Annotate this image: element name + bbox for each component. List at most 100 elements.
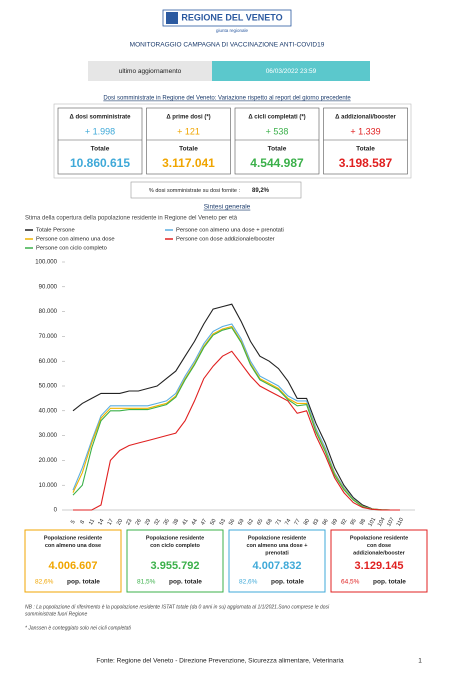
card-label: Δ addizionali/booster — [335, 115, 396, 121]
x-tick-label: 80 — [303, 518, 311, 526]
coverage-box — [228, 529, 326, 593]
report-title: MONITORAGGIO CAMPAGNA DI VACCINAZIONE AN… — [130, 42, 325, 49]
coverage-box — [126, 529, 224, 593]
y-tick-label: 80.000 — [39, 309, 58, 315]
y-tick-label: 10.000 — [39, 483, 58, 489]
update-value: 06/03/2022 23:59 — [266, 68, 317, 75]
x-tick-label: 20 — [116, 518, 124, 526]
coverage-label: prenotati — [265, 550, 289, 556]
y-tick-label: 70.000 — [39, 334, 58, 340]
x-tick-label: 26 — [135, 518, 143, 526]
card-total-label: Totale — [356, 146, 375, 153]
card-label: Δ dosi somministrate — [70, 115, 132, 121]
x-tick-label: 56 — [228, 518, 236, 526]
series-line — [73, 350, 400, 511]
update-label-box — [88, 61, 212, 81]
update-value-box — [212, 61, 370, 81]
update-label: ultimo aggiornamento — [119, 68, 182, 75]
coverage-label: con dose — [367, 543, 391, 549]
card-total-label: Totale — [268, 146, 287, 153]
series-line — [72, 303, 400, 511]
y-tick-label: 50.000 — [39, 384, 58, 390]
x-tick-label: 104 — [377, 517, 387, 528]
logo-sub: giunta regionale — [216, 28, 249, 33]
x-tick-label: 14 — [97, 518, 105, 526]
coverage-label: Popolazione residente — [44, 535, 102, 541]
card-delta: + 1.339 — [350, 126, 380, 136]
card — [57, 107, 143, 175]
x-tick-label: 8 — [79, 519, 86, 525]
x-tick-label: 17 — [107, 518, 115, 526]
x-tick-label: 83 — [312, 518, 320, 526]
section-title: Sintesi generale — [204, 204, 251, 211]
card-delta: + 121 — [177, 126, 200, 136]
note: NB : La popolazione di riferimento è la … — [25, 604, 330, 610]
x-tick-label: 92 — [340, 518, 348, 526]
x-tick-label: 101 — [367, 517, 377, 528]
card-total: 3.198.587 — [339, 156, 393, 170]
coverage-share-label: pop. totale — [373, 579, 406, 586]
x-tick-label: 35 — [163, 518, 171, 526]
coverage-share: 82,6% — [35, 579, 54, 586]
y-tick-label: 100.000 — [35, 260, 57, 266]
x-tick-label: 107 — [386, 517, 396, 528]
x-tick-label: 77 — [293, 518, 301, 526]
x-tick-label: 110 — [396, 517, 406, 528]
legend-label: Totale Persone — [36, 228, 75, 234]
card-total-label: Totale — [91, 146, 110, 153]
x-tick-label: 29 — [144, 518, 152, 526]
coverage-box — [24, 529, 122, 593]
y-tick-label: 40.000 — [39, 408, 58, 414]
cards-frame — [53, 103, 412, 179]
coverage-share-label: pop. totale — [169, 579, 202, 586]
logo-text: REGIONE DEL VENETO — [181, 12, 282, 22]
x-tick-label: 71 — [275, 518, 283, 526]
card-total: 3.117.041 — [162, 156, 215, 170]
legend-label: Persone con almeno una dose + prenotati — [176, 228, 284, 234]
card-label: Δ prime dosi (*) — [166, 115, 210, 121]
card — [323, 107, 408, 175]
y-tick-label: 0 — [54, 508, 58, 514]
card-total: 10.860.615 — [70, 156, 130, 170]
coverage-value: 4.006.607 — [49, 560, 98, 572]
series-line — [72, 327, 400, 511]
card-total: 4.544.987 — [250, 156, 304, 170]
chart-title: Stima della copertura della popolazione … — [25, 216, 238, 222]
card-delta: + 538 — [266, 126, 289, 136]
x-tick-label: 65 — [256, 518, 264, 526]
card — [146, 107, 231, 175]
legend-label: Persone con ciclo completo — [36, 246, 107, 252]
coverage-label: Popolazione residente — [248, 535, 306, 541]
x-tick-label: 23 — [125, 518, 133, 526]
x-tick-label: 32 — [153, 518, 161, 526]
y-tick-label: 30.000 — [39, 433, 58, 439]
coverage-share: 82,6% — [239, 579, 258, 586]
coverage-value: 4.007.832 — [253, 560, 302, 572]
card-label: Δ cicli completati (*) — [248, 115, 305, 121]
x-tick-label: 74 — [284, 518, 292, 526]
x-tick-label: 62 — [247, 518, 255, 526]
coverage-label: Popolazione residente — [350, 535, 408, 541]
x-tick-label: 11 — [88, 518, 96, 526]
x-tick-label: 41 — [181, 518, 189, 526]
coverage-box — [330, 529, 428, 593]
x-tick-label: 47 — [200, 518, 208, 526]
coverage-share: 81,5% — [137, 579, 156, 586]
card-total-label: Totale — [179, 146, 198, 153]
x-tick-label: 50 — [209, 518, 217, 526]
x-tick-label: 59 — [237, 518, 245, 526]
legend-label: Persone con dose addizionale/booster — [176, 237, 275, 243]
x-tick-label: 38 — [172, 518, 180, 526]
x-tick-label: 89 — [331, 518, 339, 526]
x-tick-label: 53 — [219, 518, 227, 526]
x-tick-label: 68 — [265, 518, 273, 526]
card-delta: + 1.998 — [85, 126, 115, 136]
x-tick-label: 98 — [359, 518, 367, 526]
x-tick-label: 44 — [191, 518, 199, 526]
coverage-share-label: pop. totale — [67, 579, 100, 586]
note: somministrate fuori Regione — [25, 611, 87, 617]
coverage-value: 3.955.792 — [151, 560, 200, 572]
x-tick-label: 95 — [350, 518, 358, 526]
x-tick-label: 86 — [322, 518, 330, 526]
card — [234, 107, 320, 175]
